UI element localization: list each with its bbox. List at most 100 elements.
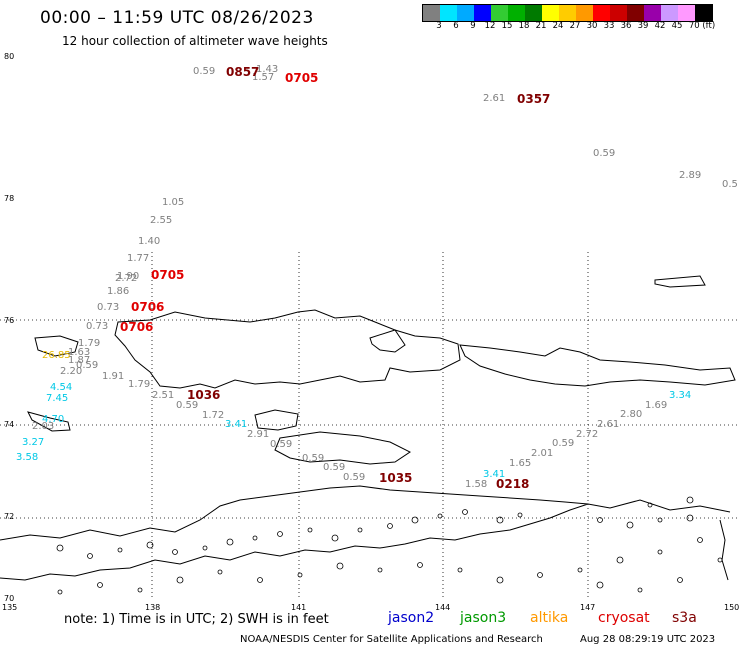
lon-label: 147 bbox=[580, 603, 595, 612]
latitude-labels: 80 78 76 74 72 70 bbox=[4, 52, 14, 603]
lat-label: 72 bbox=[4, 512, 14, 521]
swh-label: 2.20 bbox=[60, 366, 82, 377]
scale-label: 24 bbox=[552, 21, 564, 31]
lat-label: 74 bbox=[4, 420, 14, 429]
swh-label: 2.03 bbox=[32, 421, 54, 432]
swh-label: 2.72 bbox=[576, 429, 598, 440]
swh-label: 3.41 bbox=[483, 469, 505, 480]
scale-label: 39 bbox=[637, 21, 649, 31]
legend-s3a: s3a bbox=[672, 610, 697, 626]
time-labels: 0857 0705 0357 0705 0706 0706 1036 1035 0218 bbox=[120, 65, 550, 491]
longitude-labels: 135 138 141 144 147 150 bbox=[2, 603, 739, 612]
lat-label: 76 bbox=[4, 316, 14, 325]
swh-label: 1.77 bbox=[127, 253, 149, 264]
scale-swatch bbox=[559, 5, 576, 21]
scale-swatch bbox=[576, 5, 593, 21]
pass-time-label: 0706 bbox=[131, 300, 164, 314]
swh-label: 1.65 bbox=[509, 458, 531, 469]
scale-swatch bbox=[457, 5, 474, 21]
coastlines bbox=[0, 275, 736, 595]
scale-swatch bbox=[508, 5, 525, 21]
scale-swatch bbox=[474, 5, 491, 21]
scale-swatch bbox=[627, 5, 644, 21]
lon-label: 150 bbox=[724, 603, 739, 612]
scale-label: 30 bbox=[586, 21, 598, 31]
lon-label: 138 bbox=[145, 603, 160, 612]
swh-label: 2.80 bbox=[620, 409, 642, 420]
swh-label: 1.90 bbox=[117, 271, 139, 282]
scale-swatch bbox=[593, 5, 610, 21]
swh-label: 0.59 bbox=[593, 148, 615, 159]
scale-label: 6 bbox=[453, 21, 459, 31]
scale-label: 36 bbox=[620, 21, 632, 31]
scale-swatch bbox=[644, 5, 661, 21]
swh-label: 1.63 bbox=[68, 347, 90, 358]
scale-label: 27 bbox=[569, 21, 581, 31]
scale-swatch bbox=[678, 5, 695, 21]
pass-time-label: 1035 bbox=[379, 471, 412, 485]
swh-label: 1.87 bbox=[68, 355, 90, 366]
swh-label: 0.73 bbox=[86, 321, 108, 332]
swh-label: 4.54 bbox=[50, 382, 72, 393]
color-scale-bar bbox=[422, 4, 713, 22]
pass-time-label: 0357 bbox=[517, 92, 550, 106]
lat-label: 78 bbox=[4, 194, 14, 203]
swh-label: 26.85 bbox=[42, 350, 71, 361]
scale-label: 70 (ft) bbox=[688, 21, 716, 31]
map-subtitle: 12 hour collection of altimeter wave hei… bbox=[62, 34, 328, 48]
legend-altika: altika bbox=[530, 610, 569, 626]
swh-label: 3.34 bbox=[669, 390, 691, 401]
pass-time-label: 0705 bbox=[151, 268, 184, 282]
lat-label: 70 bbox=[4, 594, 14, 603]
swh-label: 0.5 bbox=[722, 179, 738, 190]
scale-swatch bbox=[525, 5, 542, 21]
scale-swatch bbox=[610, 5, 627, 21]
swh-label: 0.59 bbox=[193, 66, 215, 77]
swh-label: 1.72 bbox=[202, 410, 224, 421]
scale-label: 42 bbox=[654, 21, 666, 31]
swh-label: 2.91 bbox=[247, 429, 269, 440]
swh-label: 3.41 bbox=[225, 419, 247, 430]
swh-label: 0.59 bbox=[343, 472, 365, 483]
scale-label: 3 bbox=[436, 21, 442, 31]
swh-label: 1.43 bbox=[256, 64, 278, 75]
pass-time-label: 0706 bbox=[120, 320, 153, 334]
swh-label: 2.61 bbox=[483, 93, 505, 104]
pass-time-label: 0705 bbox=[285, 71, 318, 85]
swh-label: 1.58 bbox=[465, 479, 487, 490]
swh-label: 0.59 bbox=[302, 453, 324, 464]
swh-label: 1.79 bbox=[128, 379, 150, 390]
scale-label: 9 bbox=[470, 21, 476, 31]
legend-jason3: jason3 bbox=[460, 610, 507, 626]
swh-label: 2.55 bbox=[150, 215, 172, 226]
lon-label: 141 bbox=[291, 603, 306, 612]
swh-label: 1.86 bbox=[107, 286, 129, 297]
swh-label: 1.57 bbox=[252, 72, 274, 83]
swh-label: 7.45 bbox=[46, 393, 68, 404]
lon-label: 144 bbox=[435, 603, 450, 612]
lon-label: 135 bbox=[2, 603, 17, 612]
swh-label: 1.69 bbox=[645, 400, 667, 411]
swh-label: 2.01 bbox=[531, 448, 553, 459]
scale-label: 45 bbox=[671, 21, 683, 31]
swh-label: 2.72 bbox=[115, 273, 137, 284]
map-title: 00:00 – 11:59 UTC 08/26/2023 bbox=[40, 8, 314, 28]
pass-time-label: 0218 bbox=[496, 477, 529, 491]
timestamp: Aug 28 08:29:19 UTC 2023 bbox=[580, 634, 716, 645]
map-note: note: 1) Time is in UTC; 2) SWH is in fe… bbox=[64, 612, 329, 627]
scale-swatch bbox=[491, 5, 508, 21]
pass-time-label: 0857 bbox=[226, 65, 259, 79]
swh-labels: 0.59 1.431.57 2.61 0.59 2.89 0.5 1.05 2.55 1.40 1… bbox=[16, 64, 738, 490]
scale-label: 18 bbox=[518, 21, 530, 31]
swh-label: 0.59 bbox=[552, 438, 574, 449]
swh-label: 1.05 bbox=[162, 197, 184, 208]
scale-label: 33 bbox=[603, 21, 615, 31]
graticule bbox=[0, 252, 740, 600]
swh-label: 1.79 bbox=[78, 338, 100, 349]
scale-swatch bbox=[542, 5, 559, 21]
swh-label: 2.61 bbox=[597, 419, 619, 430]
legend-cryosat: cryosat bbox=[598, 610, 650, 626]
lat-label: 80 bbox=[4, 52, 14, 61]
scale-label: 15 bbox=[501, 21, 513, 31]
